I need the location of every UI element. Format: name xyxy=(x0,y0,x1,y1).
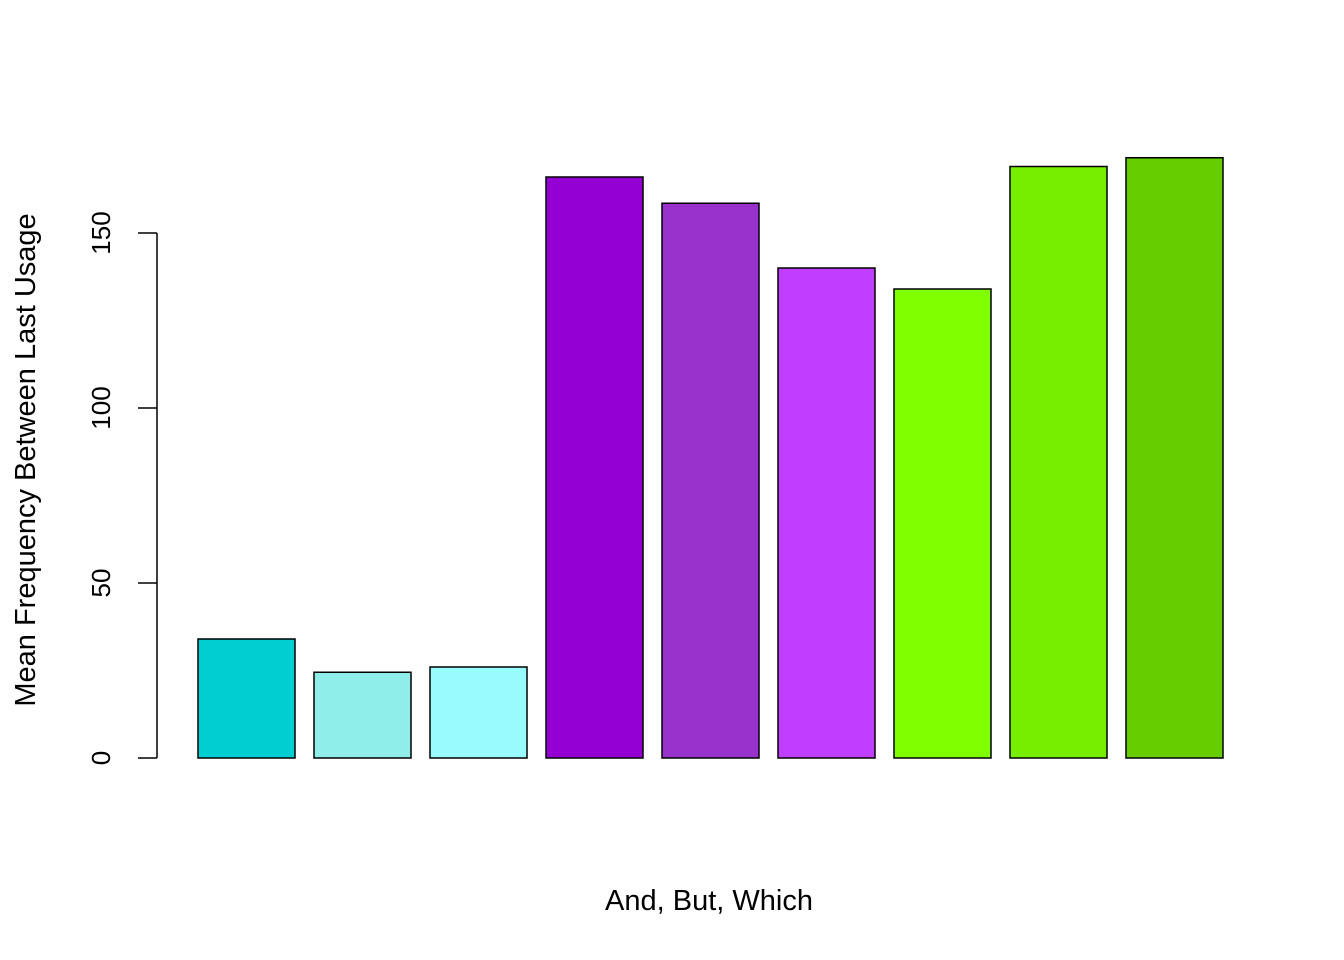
y-axis-title: Mean Frequency Between Last Usage xyxy=(10,213,42,706)
bars xyxy=(197,157,1224,759)
y-tick-label: 150 xyxy=(86,211,116,254)
bar xyxy=(429,666,528,759)
bar xyxy=(893,288,992,759)
bar xyxy=(661,202,760,759)
bar xyxy=(545,176,644,759)
bar xyxy=(1009,165,1108,759)
bar xyxy=(777,267,876,759)
y-tick-label: 0 xyxy=(86,751,116,765)
y-tick-label: 50 xyxy=(86,569,116,598)
bar xyxy=(1125,157,1224,759)
bar xyxy=(313,671,412,759)
y-axis: 0 50 100 150 xyxy=(86,211,158,765)
x-axis-title: And, But, Which xyxy=(605,885,813,917)
y-tick-label: 100 xyxy=(86,386,116,429)
bar xyxy=(197,638,296,759)
